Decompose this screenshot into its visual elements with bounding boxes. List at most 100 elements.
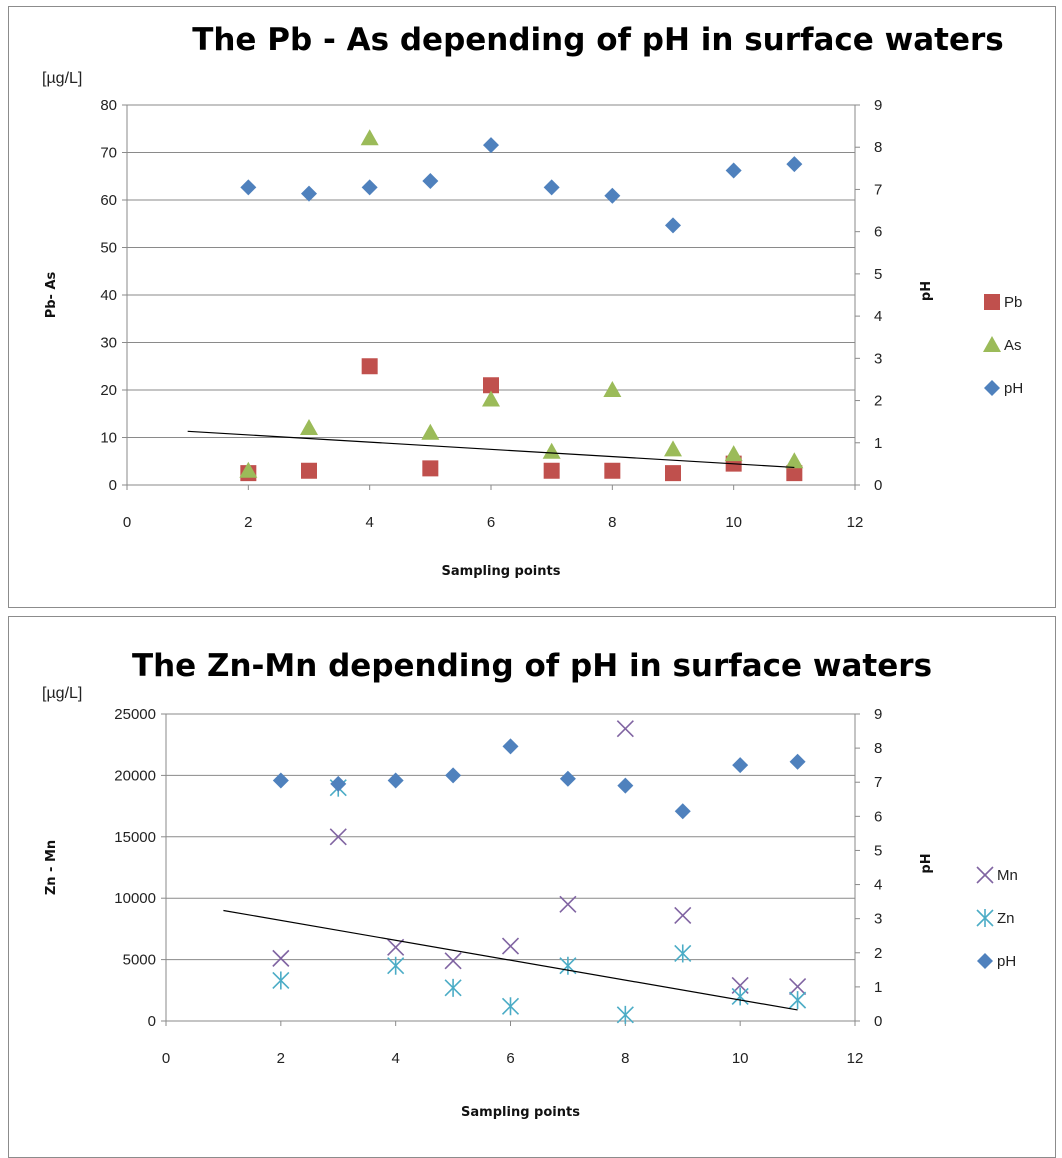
point-ph [502,738,519,755]
point-mn [329,828,347,846]
chart-pb-as-ph: The Pb - As depending of pH in surface w… [42,22,1023,579]
point-ph [674,803,691,820]
point-ph [387,772,404,789]
point-ph [301,185,317,202]
y-tick-label: 30 [100,335,117,352]
unit-label: [µg/L] [42,70,82,87]
legend-label-zn: Zn [997,910,1015,927]
y-tick-label: 0 [109,477,117,494]
x-axis-label: Sampling points [461,1105,580,1120]
point-zn [501,997,520,1016]
point-as [542,442,561,459]
x-tick-label: 2 [277,1050,285,1067]
y2-tick-label: 4 [874,308,882,325]
y-tick-label: 20000 [114,767,156,784]
chart-frame [8,6,1056,608]
y-axis-label: Pb- As [44,271,59,318]
legend-marker-ph [984,380,1000,396]
chart-title: The Pb - As depending of pH in surface w… [192,22,1004,58]
x-tick-label: 10 [725,514,742,531]
point-ph [330,775,347,792]
chart-panel-zn-mn: The Zn-Mn depending of pH in surface wat… [0,612,1062,1158]
legend-label-mn: Mn [997,867,1018,884]
point-ph [483,137,499,154]
y2-tick-label: 8 [874,139,882,156]
y-tick-label: 25000 [114,706,156,723]
x-tick-label: 6 [487,514,495,531]
point-ph [272,772,289,789]
x-axis-label: Sampling points [442,564,561,579]
y-tick-label: 40 [100,287,117,304]
y2-axis-label: pH [919,853,934,873]
point-zn [559,956,577,975]
y2-tick-label: 1 [874,435,882,452]
legend-marker-pb [984,294,1000,310]
point-mn [272,949,290,967]
x-tick-label: 4 [365,514,373,531]
y2-tick-label: 2 [874,945,882,962]
x-tick-label: 0 [162,1050,170,1067]
point-ph [786,156,803,173]
point-mn [616,720,634,738]
point-pb [604,462,621,479]
point-as [360,129,379,146]
x-tick-label: 8 [608,514,616,531]
point-ph [559,770,576,787]
y-tick-label: 5000 [123,952,156,969]
x-tick-label: 12 [847,1050,864,1067]
legend-marker-as [983,336,1001,352]
point-as [603,381,622,397]
point-ph [732,757,749,774]
y2-tick-label: 4 [874,877,882,894]
y-tick-label: 50 [100,240,117,257]
point-mn [444,952,462,970]
chart-panel-pb-as: The Pb - As depending of pH in surface w… [8,6,1056,608]
y2-tick-label: 3 [874,911,882,928]
y2-tick-label: 7 [874,181,882,198]
y-tick-label: 15000 [114,829,156,846]
y-tick-label: 80 [100,97,117,114]
x-tick-label: 4 [391,1050,399,1067]
y2-tick-label: 9 [874,706,882,723]
point-mn [559,895,577,913]
x-tick-label: 6 [506,1050,514,1067]
legend-marker-ph [977,953,993,969]
legend-label-as: As [1004,337,1022,354]
point-pb [422,460,439,477]
y-tick-label: 10 [100,430,117,447]
point-pb [301,462,317,479]
y-tick-label: 60 [100,192,117,209]
point-zn [272,971,290,990]
point-ph [445,767,462,784]
x-tick-label: 10 [732,1050,749,1067]
y-tick-label: 70 [100,145,117,162]
point-zn [387,956,405,975]
legend-marker-mn [976,866,994,884]
point-mn [789,978,807,996]
y2-tick-label: 8 [874,740,882,757]
point-ph [665,217,681,234]
unit-label: [µg/L] [42,685,82,702]
legend-marker-zn [976,909,994,927]
point-pb [543,462,560,479]
y2-tick-label: 5 [874,842,882,859]
point-pb [786,465,803,482]
trendline [187,430,795,469]
point-as [239,461,258,478]
point-zn [444,978,462,997]
y2-tick-label: 5 [874,266,882,283]
legend-label-pb: Pb [1004,294,1022,311]
x-tick-label: 0 [123,514,131,531]
legend-label-ph: pH [1004,380,1023,397]
chart-title: The Zn-Mn depending of pH in surface wat… [132,648,932,684]
point-ph [361,179,378,196]
point-as [724,445,743,462]
point-as [785,452,804,469]
point-ph [617,777,634,794]
trendline [223,909,798,1011]
y2-tick-label: 7 [874,774,882,791]
point-as [300,419,318,435]
y-tick-label: 0 [148,1013,156,1030]
point-zn [731,987,749,1006]
point-ph [789,753,806,770]
